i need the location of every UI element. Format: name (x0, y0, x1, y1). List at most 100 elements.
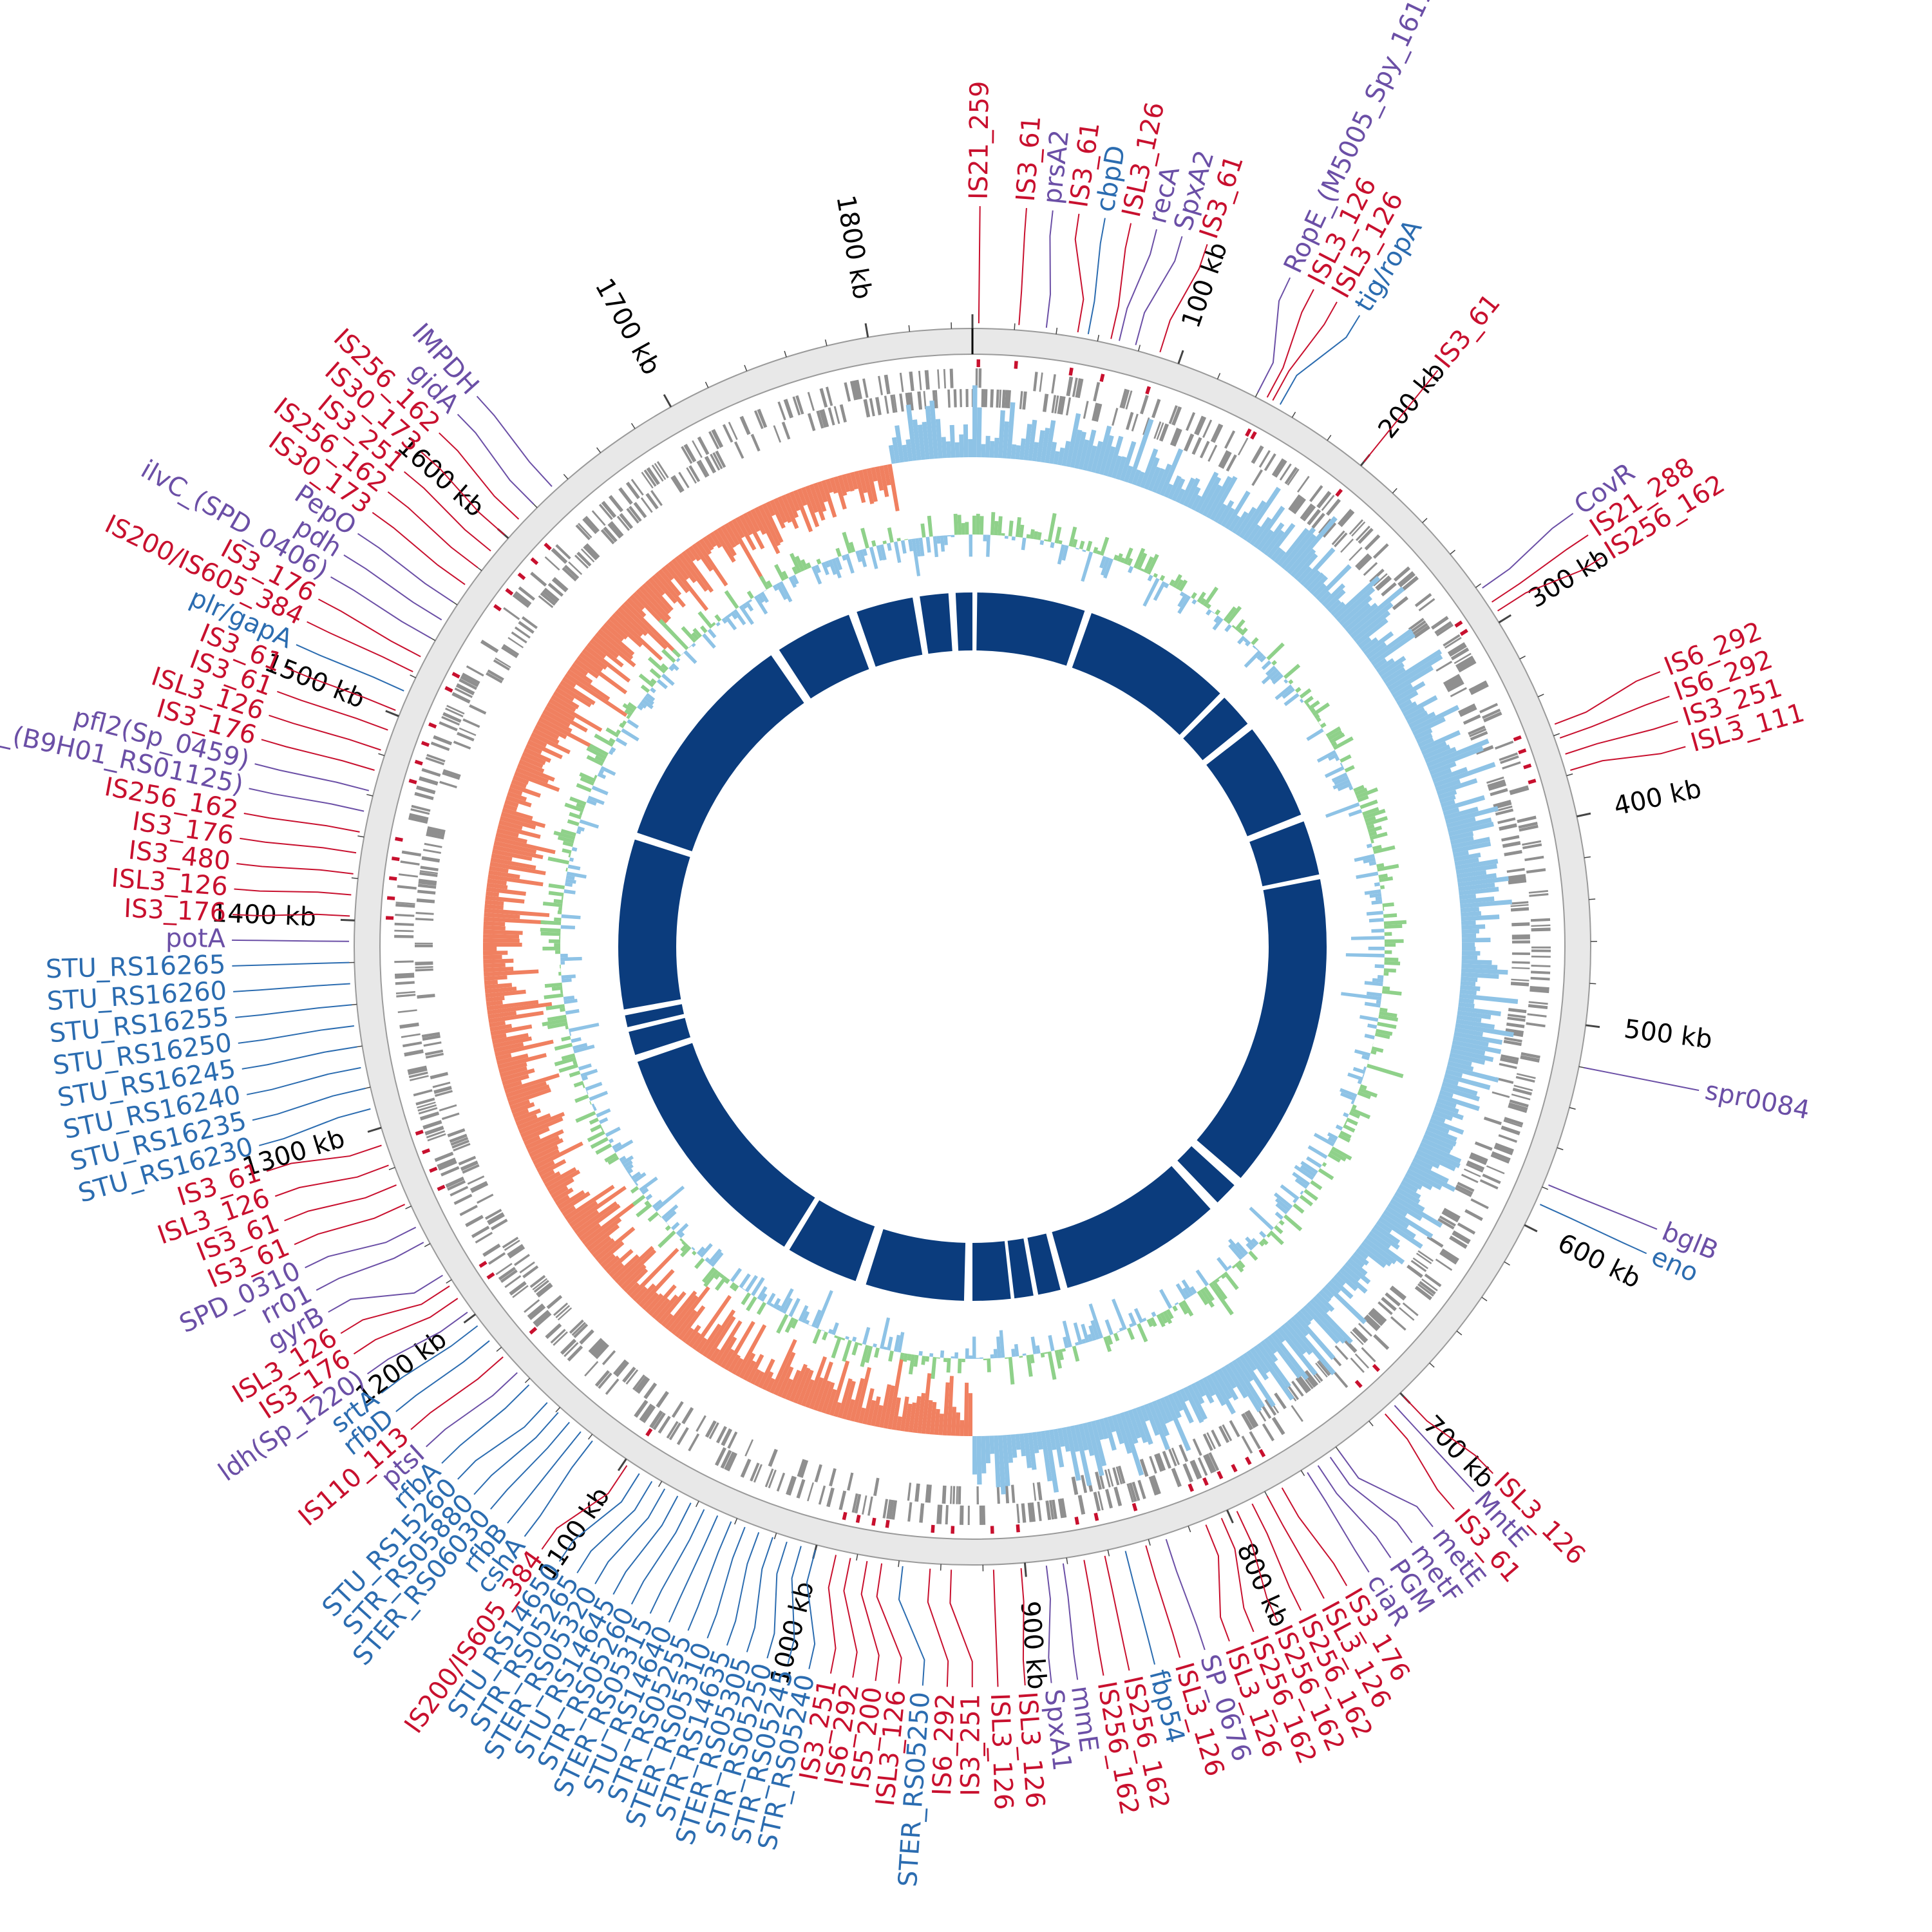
gc-skew-bar (497, 824, 541, 839)
gc-skew-bar (1283, 1321, 1313, 1356)
gc-skew-bar (1290, 1316, 1309, 1337)
gc-content-bar (596, 1108, 611, 1118)
gc-skew-bar (499, 815, 536, 829)
leader-line (249, 788, 365, 812)
cds-block (1519, 824, 1539, 832)
gc-skew-bar (483, 967, 514, 972)
gc-skew-bar (1423, 744, 1451, 760)
cds-block (426, 829, 445, 837)
cds-block (753, 410, 764, 430)
gc-skew-bar (674, 556, 697, 583)
cds-block (1159, 423, 1170, 442)
cds-block (1071, 1476, 1079, 1495)
cds-block (1449, 1235, 1468, 1249)
gc-content-bar (1299, 1195, 1313, 1207)
cds-block (395, 913, 415, 917)
cds-block (418, 1107, 438, 1115)
cds-block (1486, 776, 1504, 784)
gc-skew-bar (942, 1382, 950, 1435)
gc-content-bar (1383, 968, 1396, 973)
gc-content-bar (772, 1298, 781, 1309)
gc-skew-bar (1429, 761, 1457, 775)
gc-skew-bar (1432, 766, 1468, 784)
cds-block (486, 672, 503, 684)
gc-skew-bar (1461, 963, 1498, 970)
gc-skew-bar (511, 1102, 535, 1114)
gc-skew-bar (529, 1138, 564, 1158)
leader-line (992, 1569, 999, 1687)
gc-content-bar (1381, 989, 1402, 996)
cds-block (1385, 1292, 1401, 1307)
cds-block (469, 1180, 488, 1191)
gc-content-bar (904, 538, 908, 540)
cds-block (1202, 419, 1213, 439)
gc-skew-bar (1405, 1172, 1433, 1191)
gc-skew-bar (1217, 1368, 1239, 1401)
gc-content-bar (1265, 665, 1276, 676)
gc-content-bar (751, 1277, 765, 1296)
gc-skew-bar (484, 912, 520, 920)
gc-content-bar (983, 535, 987, 542)
cds-block (681, 1406, 694, 1425)
gc-content-bar (1384, 932, 1392, 936)
gc-skew-bar (1260, 1340, 1278, 1363)
gc-skew-bar (866, 468, 878, 502)
gc-content-bar (742, 1287, 746, 1291)
cds-block (863, 399, 871, 418)
gc-skew-bar (1330, 601, 1346, 616)
cds-block (608, 495, 624, 513)
minor-tick (1589, 983, 1596, 985)
gc-content-bar (1321, 1162, 1327, 1167)
gc-content-bar (1259, 1231, 1267, 1238)
gc-content-bar (1370, 1050, 1377, 1055)
gc-skew-bar (486, 891, 500, 897)
gc-content-bar (911, 538, 921, 576)
cds-block (460, 675, 479, 688)
cds-block (459, 727, 477, 736)
cds-block (507, 1245, 526, 1259)
gc-content-bar (1244, 650, 1262, 668)
leader-line (243, 812, 360, 833)
gc-skew-bar (569, 666, 593, 685)
leader-line (1205, 1524, 1230, 1642)
gc-skew-bar (959, 434, 964, 458)
cds-block (1027, 1502, 1033, 1522)
gc-content-bar (605, 1126, 621, 1137)
gc-skew-bar (582, 1201, 637, 1245)
gc-skew-bar (651, 1298, 670, 1319)
cds-block (575, 524, 591, 540)
cds-block (571, 1321, 586, 1336)
gc-skew-bar (485, 895, 525, 904)
gc-skew-bar (1099, 435, 1114, 475)
cds-block (715, 450, 726, 468)
leader-line (1045, 1566, 1052, 1683)
cds-block (402, 1041, 422, 1048)
gc-skew-bar (781, 494, 799, 529)
gc-content-bar (1375, 896, 1382, 901)
gc-content-bar (1197, 591, 1206, 603)
gc-content-bar (1075, 547, 1079, 550)
cds-block (1128, 1482, 1137, 1502)
gc-content-bar (842, 1340, 852, 1362)
cds-block (527, 1303, 544, 1318)
gc-content-bar (621, 720, 627, 726)
is-element-label: IS3_176 (123, 894, 227, 928)
cds-block (573, 1323, 589, 1338)
gc-content-bar (1224, 624, 1232, 632)
gc-skew-bar (508, 787, 523, 796)
cds-block (797, 1459, 806, 1477)
gc-content-bar (1340, 754, 1352, 763)
gc-content-bar (1305, 703, 1311, 708)
is-mark (976, 359, 981, 368)
cds-block (1142, 417, 1150, 435)
cds-block (1503, 1119, 1522, 1128)
cds-block (739, 415, 751, 435)
gc-content-bar (1266, 642, 1285, 661)
gc-skew-bar (1128, 419, 1154, 484)
gc-content-bar (589, 1090, 609, 1101)
gc-skew-bar (484, 916, 547, 925)
cds-block (1494, 1142, 1514, 1153)
cds-block (697, 436, 710, 455)
cds-block (1205, 1454, 1217, 1473)
leader-line (726, 1532, 760, 1646)
